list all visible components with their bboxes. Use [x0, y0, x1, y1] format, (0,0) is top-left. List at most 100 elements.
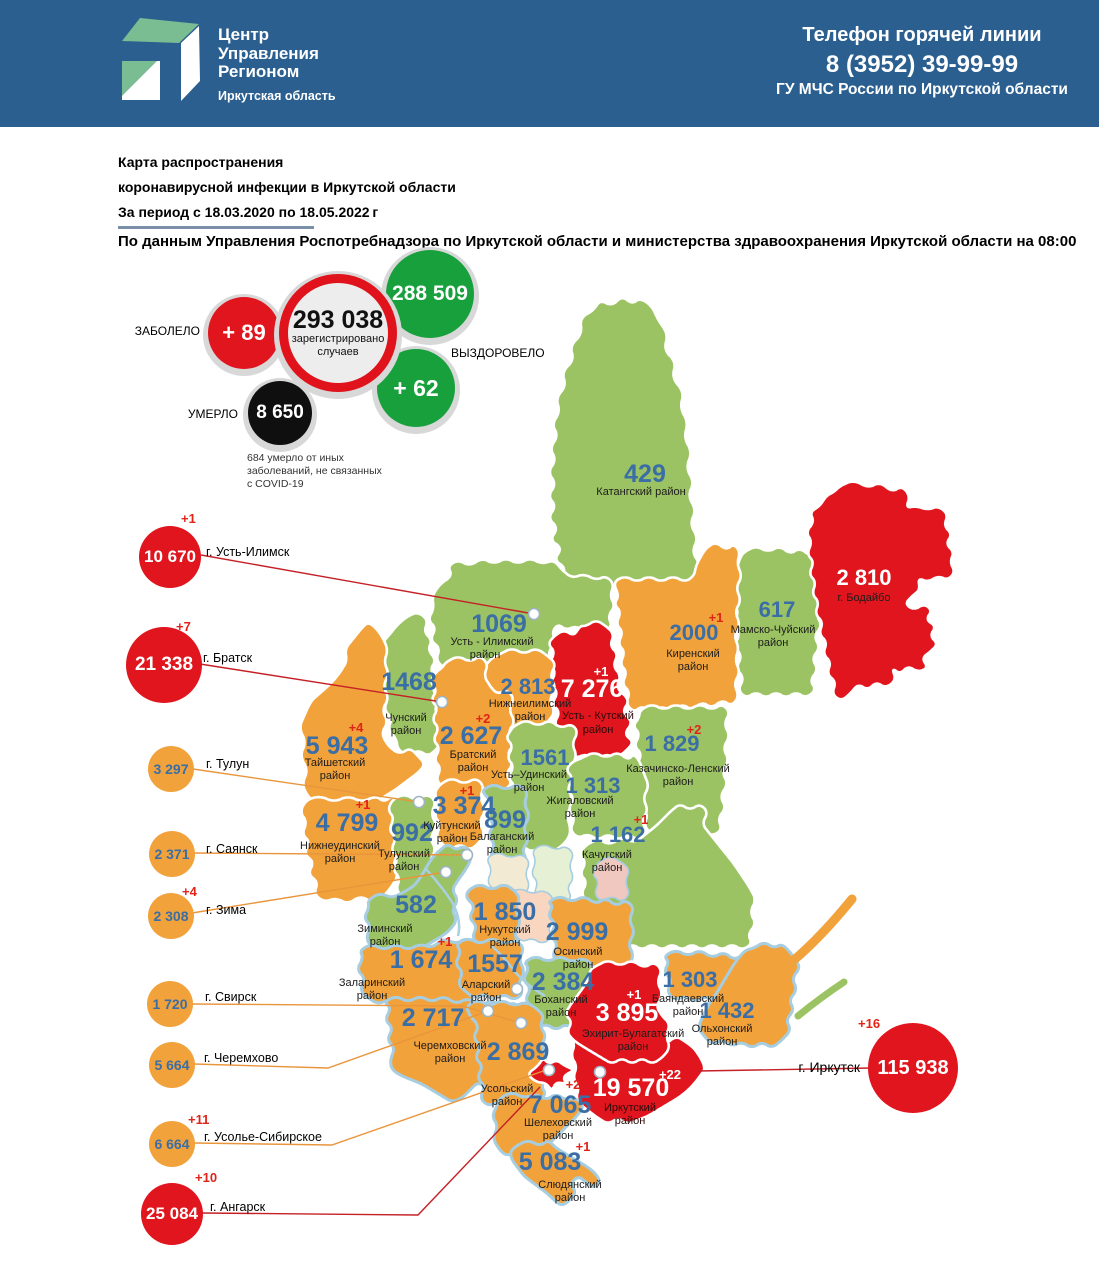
svg-text:2 810: 2 810 [836, 565, 891, 590]
svg-text:19 570: 19 570 [593, 1074, 669, 1102]
svg-text:1 674: 1 674 [390, 946, 453, 974]
svg-text:+1: +1 [460, 783, 475, 798]
svg-text:2 627: 2 627 [440, 722, 503, 750]
svg-text:Усть–Удинский: Усть–Удинский [491, 769, 567, 781]
svg-text:+2: +2 [566, 1077, 581, 1092]
svg-text:1557: 1557 [467, 950, 523, 978]
svg-text:1 829: 1 829 [644, 731, 699, 756]
svg-text:Усть - Илимский: Усть - Илимский [451, 636, 534, 648]
svg-text:район: район [391, 725, 422, 737]
svg-text:район: район [615, 1115, 646, 1127]
svg-text:район: район [487, 844, 518, 856]
svg-text:район: район [389, 861, 420, 873]
svg-text:+1: +1 [634, 812, 649, 827]
svg-text:1 850: 1 850 [474, 898, 537, 926]
svg-text:5 083: 5 083 [519, 1148, 582, 1176]
svg-text:3 895: 3 895 [596, 999, 659, 1027]
svg-text:Нукутский: Нукутский [479, 924, 530, 936]
svg-text:Зиминский: Зиминский [357, 923, 412, 935]
svg-text:район: район [673, 1006, 704, 1018]
svg-text:1 313: 1 313 [565, 773, 620, 798]
svg-text:Тайшетский: Тайшетский [305, 757, 366, 769]
svg-text:Боханский: Боханский [534, 994, 587, 1006]
svg-text:2 384: 2 384 [532, 968, 595, 996]
svg-text:5 943: 5 943 [306, 732, 369, 760]
svg-text:район: район [437, 833, 468, 845]
svg-text:+1: +1 [356, 797, 371, 812]
svg-text:617: 617 [759, 597, 796, 622]
svg-text:4 799: 4 799 [316, 809, 379, 837]
svg-text:район: район [470, 649, 501, 661]
svg-text:Эхирит-Булагатский: Эхирит-Булагатский [582, 1028, 684, 1040]
svg-text:+1: +1 [576, 1139, 591, 1154]
svg-text:Шелеховский: Шелеховский [524, 1117, 592, 1129]
svg-text:Слюдянский: Слюдянский [538, 1179, 601, 1191]
svg-text:Тулунский: Тулунский [378, 848, 430, 860]
svg-text:Братский: Братский [450, 749, 497, 761]
svg-text:+22: +22 [659, 1067, 681, 1082]
svg-text:7 276: 7 276 [561, 675, 624, 703]
svg-text:г. Бодайбо: г. Бодайбо [838, 592, 891, 604]
svg-text:район: район [490, 937, 521, 949]
svg-text:район: район [370, 936, 401, 948]
svg-text:район: район [435, 1053, 466, 1065]
svg-text:Балаганский: Балаганский [470, 831, 534, 843]
svg-text:Нижнеилимский: Нижнеилимский [489, 698, 572, 710]
svg-text:район: район [492, 1096, 523, 1108]
svg-text:район: район [514, 782, 545, 794]
svg-text:район: район [555, 1192, 586, 1204]
svg-text:Баяндаевский: Баяндаевский [652, 993, 724, 1005]
svg-text:район: район [592, 862, 623, 874]
svg-text:7 065: 7 065 [529, 1091, 592, 1119]
svg-text:Нижнеудинский: Нижнеудинский [300, 840, 380, 852]
svg-text:Качугский: Качугский [582, 849, 632, 861]
svg-text:1 162: 1 162 [590, 822, 645, 847]
svg-text:район: район [471, 992, 502, 1004]
svg-text:Куйтунский: Куйтунский [423, 820, 480, 832]
svg-text:1561: 1561 [521, 745, 570, 770]
svg-text:992: 992 [391, 819, 433, 847]
svg-text:Ольхонский: Ольхонский [692, 1023, 753, 1035]
svg-text:район: район [583, 724, 614, 736]
svg-text:Иркутский: Иркутский [604, 1102, 656, 1114]
svg-text:район: район [320, 770, 351, 782]
svg-text:2 813: 2 813 [500, 674, 555, 699]
svg-text:Черемховский: Черемховский [413, 1040, 486, 1052]
svg-text:район: район [458, 762, 489, 774]
svg-text:Аларский: Аларский [462, 979, 511, 991]
svg-text:+1: +1 [627, 987, 642, 1002]
svg-text:Усольский: Усольский [481, 1083, 534, 1095]
svg-text:1468: 1468 [381, 668, 437, 696]
svg-text:2 869: 2 869 [487, 1038, 550, 1066]
svg-text:1 432: 1 432 [699, 998, 754, 1023]
svg-text:район: район [325, 853, 356, 865]
svg-text:429: 429 [624, 460, 666, 488]
svg-text:+1: +1 [594, 664, 609, 679]
svg-text:район: район [563, 959, 594, 971]
svg-text:Катангский район: Катангский район [596, 486, 685, 498]
svg-text:+2: +2 [476, 711, 491, 726]
svg-text:район: район [707, 1036, 738, 1048]
svg-text:район: район [618, 1041, 649, 1053]
svg-text:1069: 1069 [471, 610, 527, 638]
svg-text:район: район [758, 637, 789, 649]
svg-text:Киренский: Киренский [666, 648, 719, 660]
svg-text:район: район [515, 711, 546, 723]
svg-text:+1: +1 [438, 934, 453, 949]
svg-text:район: район [357, 990, 388, 1002]
svg-text:район: район [546, 1007, 577, 1019]
svg-text:582: 582 [395, 891, 437, 919]
svg-text:2000: 2000 [670, 620, 719, 645]
svg-text:Чунский: Чунский [385, 712, 427, 724]
svg-text:+2: +2 [687, 722, 702, 737]
svg-text:район: район [543, 1130, 574, 1142]
svg-text:Осинский: Осинский [554, 946, 603, 958]
svg-text:2 717: 2 717 [402, 1004, 465, 1032]
svg-text:2 999: 2 999 [546, 918, 609, 946]
svg-text:+1: +1 [709, 610, 724, 625]
svg-text:3 374: 3 374 [433, 792, 496, 820]
svg-text:район: район [565, 808, 596, 820]
svg-text:899: 899 [484, 806, 526, 834]
svg-text:Мамско-Чуйский: Мамско-Чуйский [731, 624, 816, 636]
svg-text:Казачинско-Ленский: Казачинско-Ленский [626, 763, 730, 775]
